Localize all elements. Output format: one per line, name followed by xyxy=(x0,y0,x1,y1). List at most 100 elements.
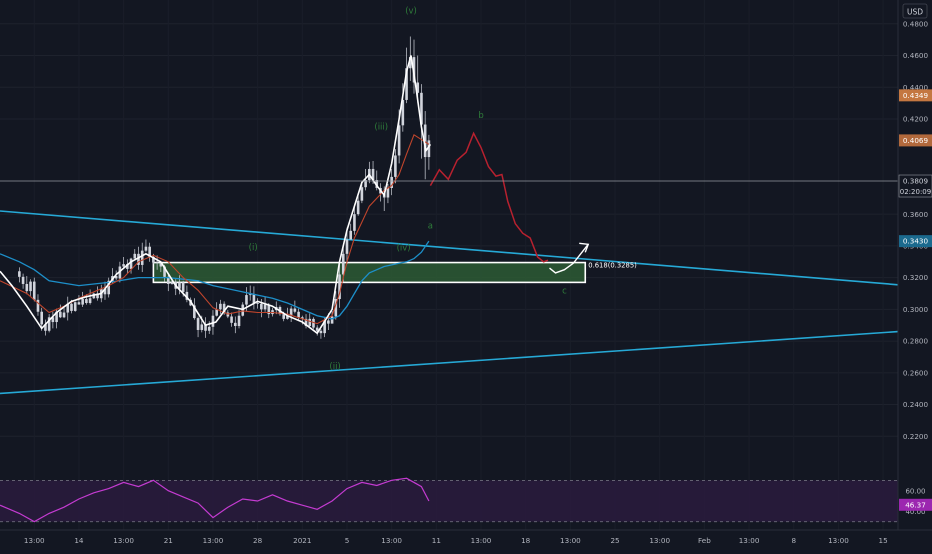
price-tick: 0.4600 xyxy=(903,51,929,60)
time-tick: 14 xyxy=(74,536,84,545)
time-tick: 8 xyxy=(791,536,796,545)
candle-body xyxy=(301,317,304,319)
candle-body xyxy=(181,282,185,292)
candle-body xyxy=(211,315,215,327)
wave-label: b xyxy=(478,111,483,121)
rsi-tick: 40.00 xyxy=(905,508,925,516)
candle-body xyxy=(21,276,25,284)
price-tick: 0.4200 xyxy=(903,115,929,124)
candle-body xyxy=(126,264,129,269)
wave-label: (iv) xyxy=(397,244,411,254)
candle-body xyxy=(118,266,122,279)
candle-body xyxy=(256,303,259,304)
candle-body xyxy=(315,327,319,331)
candle-body xyxy=(267,304,271,315)
trendline-layer[interactable] xyxy=(0,210,899,395)
candle-body xyxy=(289,308,293,316)
candle-body xyxy=(32,281,36,300)
price-tick: 0.2600 xyxy=(903,368,929,377)
candle-body xyxy=(88,298,92,304)
candle-body xyxy=(248,294,252,296)
time-axis[interactable]: 13:00 14 13:00 21 13:00 28 2021 5 13:00 11 13:00 18… xyxy=(0,529,932,550)
crosshair-price-value: 0.3809 xyxy=(903,177,929,186)
candle-body xyxy=(129,258,133,269)
trendline[interactable] xyxy=(0,330,899,395)
candle-body xyxy=(263,304,267,310)
candle-body xyxy=(107,280,111,295)
candle-body xyxy=(44,324,47,331)
price-tick: 0.3600 xyxy=(903,210,929,219)
candle-body xyxy=(375,180,379,188)
candle-body xyxy=(312,318,315,328)
ma-fast-line xyxy=(0,133,430,325)
candle-body xyxy=(51,317,55,323)
trendline[interactable] xyxy=(0,210,899,286)
candle-body xyxy=(70,303,73,311)
candle-body xyxy=(85,299,88,304)
candle-body xyxy=(163,266,166,277)
candle-body xyxy=(356,200,360,215)
price-tick: 0.2400 xyxy=(903,400,929,409)
candle-body xyxy=(140,250,144,265)
ma-price-tag: 0.3430 xyxy=(899,235,932,248)
candle-body xyxy=(323,320,326,334)
time-tick: 13:00 xyxy=(739,536,760,545)
rsi-pane[interactable] xyxy=(0,477,898,523)
candle-body xyxy=(319,330,323,334)
candle-body xyxy=(219,303,222,310)
candle-body xyxy=(386,187,390,198)
rsi-value: 46.37 xyxy=(905,500,926,509)
currency-badge[interactable] xyxy=(902,3,928,19)
candle-body xyxy=(59,311,62,318)
candle-body xyxy=(353,214,356,231)
candle-body xyxy=(408,57,412,69)
time-tick: 13:00 xyxy=(828,536,849,545)
candle-body xyxy=(170,281,174,284)
candle-body xyxy=(55,311,58,323)
time-tick: 13:00 xyxy=(381,536,402,545)
rsi-tick: 60.00 xyxy=(905,487,925,495)
fib-level-label: 0.618(0.3285) xyxy=(588,262,637,270)
candle-body xyxy=(185,291,189,300)
time-tick: 18 xyxy=(521,536,531,545)
wave-label-layer: (v) (iii) (i) (iv) (ii) a b c xyxy=(249,6,567,371)
candle-body xyxy=(394,155,397,177)
candle-body xyxy=(286,315,289,319)
time-tick: 5 xyxy=(345,536,350,545)
time-tick: 13:00 xyxy=(649,536,670,545)
time-tick: 28 xyxy=(253,536,263,545)
candle-body xyxy=(81,299,84,305)
candle-body xyxy=(18,271,21,277)
time-tick: 25 xyxy=(610,536,619,545)
candle-body xyxy=(364,180,367,188)
candle-body xyxy=(159,263,163,267)
candle-body xyxy=(338,274,341,300)
candle-body xyxy=(293,308,297,312)
candle-body xyxy=(207,326,211,331)
candle-body xyxy=(401,99,405,126)
candle-body xyxy=(330,316,334,324)
candle-body xyxy=(178,282,181,289)
candle-body xyxy=(397,125,401,156)
candle-body xyxy=(233,322,237,327)
candle-body xyxy=(40,311,44,325)
candle-body xyxy=(334,299,338,317)
time-tick: 13:00 xyxy=(560,536,581,545)
candle-body xyxy=(420,92,423,125)
currency-label: USD xyxy=(907,8,923,17)
time-tick: 15 xyxy=(879,536,888,545)
candle-body xyxy=(405,68,408,100)
candle-body xyxy=(144,246,148,251)
rsi-line-layer xyxy=(0,477,430,523)
price-axis[interactable]: USD 0.48000.46000.44000.42000.36000.3400… xyxy=(897,0,932,550)
candle-body xyxy=(252,294,256,304)
candle-body xyxy=(73,302,77,311)
candle-body xyxy=(152,257,155,263)
time-tick: Feb xyxy=(698,536,711,545)
candle-body xyxy=(215,309,218,316)
ma-price-value: 0.3430 xyxy=(903,237,929,246)
price-tick: 0.4400 xyxy=(903,83,929,92)
price-tick: 0.3200 xyxy=(903,273,929,282)
